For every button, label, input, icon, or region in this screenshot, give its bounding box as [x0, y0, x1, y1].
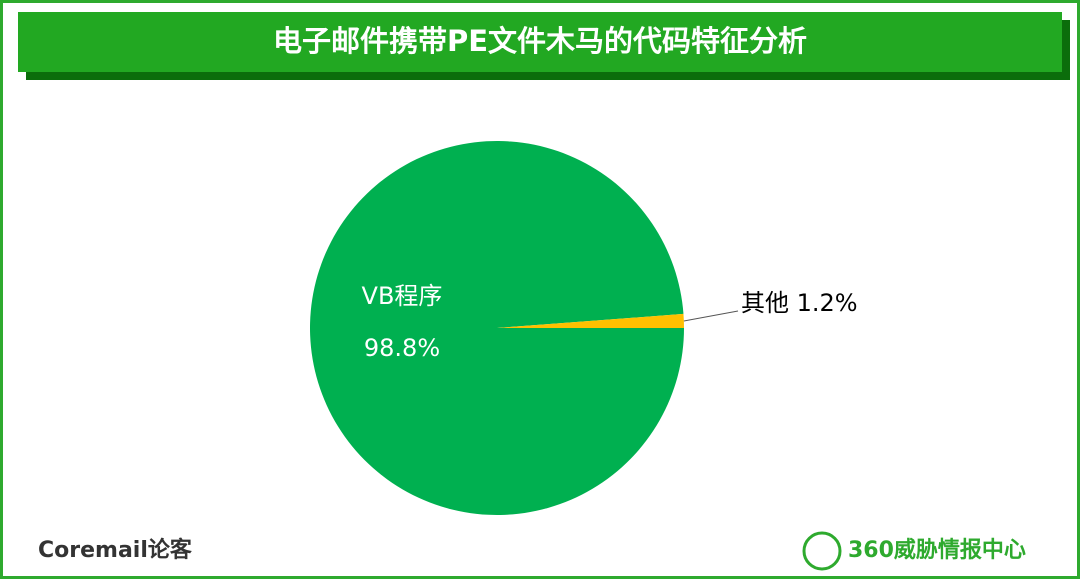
left-logo: Coremail论客: [38, 537, 193, 563]
slice-value: 98.8%: [364, 334, 440, 362]
chart-title: 电子邮件携带PE文件木马的代码特征分析: [273, 24, 807, 58]
title-bar: [18, 12, 1062, 72]
right-logo: 360威胁情报中心: [848, 537, 1026, 563]
slice-label: 其他 1.2%: [741, 289, 858, 317]
pie: VB程序 98.8% 其他 1.2%: [309, 141, 858, 516]
leader-line: [683, 310, 739, 322]
logo-emblem: [802, 531, 842, 571]
slice-label: VB程序: [362, 282, 443, 310]
slice-value: 1.2%: [797, 289, 858, 317]
pie-slice: [497, 313, 684, 328]
slice-category: 其他: [741, 289, 789, 317]
pie-slice: [309, 141, 684, 516]
